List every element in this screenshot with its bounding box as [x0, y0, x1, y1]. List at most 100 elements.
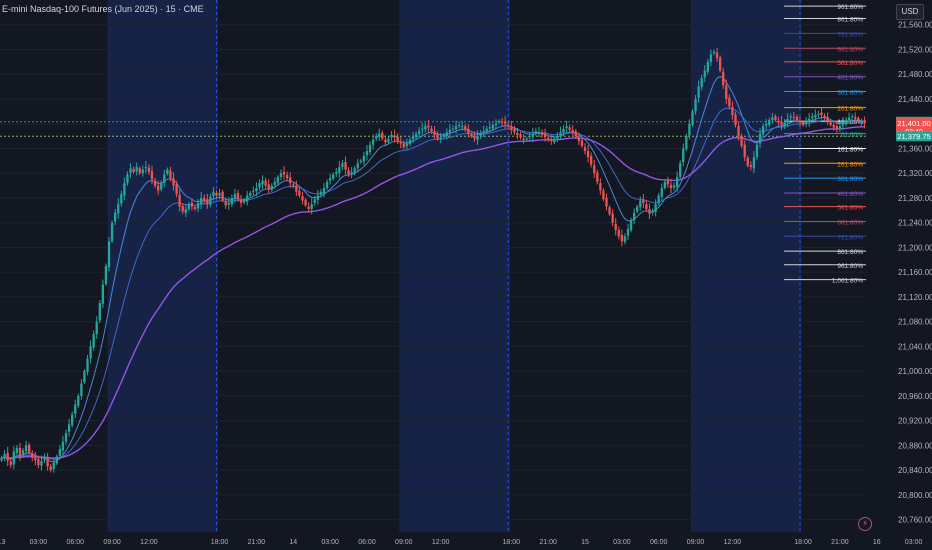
y-tick-label: 20,920.00	[898, 417, 932, 426]
candle-body	[359, 160, 363, 163]
candle-body	[34, 457, 37, 461]
x-tick-label: 12:00	[140, 539, 158, 546]
candle-body	[614, 223, 617, 231]
candle-body	[500, 121, 504, 123]
candle-body	[310, 204, 313, 210]
candle-body	[599, 183, 602, 191]
candle-body	[15, 447, 19, 453]
candle-body	[138, 168, 141, 174]
candle-body	[246, 195, 249, 202]
x-tick-label: 12:00	[432, 539, 450, 546]
candle-body	[663, 181, 667, 189]
candle-body	[61, 441, 65, 451]
candle-body	[199, 197, 203, 205]
candle-body	[774, 116, 777, 121]
fib-label: 61.80%	[841, 132, 863, 139]
candle-body	[328, 178, 332, 181]
candle-body	[632, 212, 636, 221]
candle-body	[264, 180, 267, 186]
candle-body	[83, 371, 86, 383]
candle-body	[516, 133, 519, 135]
candle-body	[141, 169, 144, 174]
candle-body	[679, 163, 682, 177]
candle-body	[267, 184, 270, 190]
candle-body	[832, 124, 835, 128]
candle-body	[89, 346, 92, 359]
candle-body	[611, 213, 614, 223]
candle-body	[488, 127, 491, 129]
candle-body	[0, 457, 3, 461]
candle-body	[685, 136, 688, 150]
candle-body	[375, 136, 378, 139]
candle-body	[230, 197, 234, 205]
candle-body	[768, 120, 771, 125]
candle-body	[688, 123, 691, 136]
candle-body	[629, 220, 633, 231]
y-tick-label: 20,800.00	[898, 491, 932, 500]
candle-body	[126, 174, 129, 184]
y-tick-label: 21,280.00	[898, 194, 932, 203]
candle-body	[562, 128, 565, 133]
candle-body	[399, 142, 402, 144]
candle-body	[347, 170, 350, 175]
candle-body	[531, 133, 534, 137]
candle-body	[761, 126, 765, 135]
candle-body	[18, 447, 22, 457]
candle-body	[479, 133, 482, 137]
candle-body	[559, 132, 562, 135]
candle-body	[427, 125, 430, 128]
candle-body	[224, 201, 227, 206]
candle-body	[350, 171, 353, 174]
candle-body	[166, 169, 169, 174]
fib-label: 661.80%	[837, 46, 863, 53]
candle-body	[203, 197, 206, 201]
candle-body	[593, 165, 596, 174]
fib-label: 861.80%	[837, 17, 863, 24]
candle-body	[335, 171, 338, 174]
candle-body	[626, 228, 630, 236]
candle-body	[365, 150, 369, 156]
candle-body	[540, 132, 544, 135]
candle-body	[675, 176, 679, 187]
candle-body	[40, 460, 43, 466]
candle-body	[393, 135, 396, 138]
candle-body	[338, 167, 341, 174]
candle-body	[123, 183, 126, 196]
candle-body	[451, 128, 455, 130]
x-tick-label: 18:00	[211, 539, 229, 546]
x-tick-label: 03:00	[321, 539, 339, 546]
x-tick-label: 21:00	[248, 539, 266, 546]
symbol-title[interactable]: E-mini Nasdaq-100 Futures (Jun 2025) · 1…	[2, 4, 204, 14]
candle-body	[823, 115, 826, 118]
candle-body	[470, 134, 473, 137]
candle-body	[64, 433, 68, 442]
candle-body	[814, 115, 817, 118]
candle-body	[700, 77, 703, 88]
fib-label: 961.80%	[837, 4, 863, 11]
candle-body	[755, 144, 759, 158]
candle-body	[497, 121, 501, 123]
candle-body	[221, 191, 224, 201]
candle-body	[390, 134, 393, 138]
lightning-icon[interactable]: ⚡	[858, 517, 872, 531]
candle-body	[175, 184, 178, 195]
candle-body	[270, 185, 273, 190]
candle-body	[553, 138, 556, 143]
candle-body	[424, 126, 427, 130]
currency-button[interactable]: USD	[896, 4, 924, 20]
fib-label: 761.80%	[837, 234, 863, 241]
candle-body	[21, 450, 25, 456]
session-band	[690, 0, 802, 532]
price-tag-label: 21,379.75	[897, 132, 930, 141]
candle-body	[384, 139, 387, 143]
candle-body	[408, 139, 412, 145]
candle-body	[740, 136, 743, 146]
candle-body	[233, 194, 237, 198]
candle-body	[476, 136, 479, 140]
candle-body	[783, 122, 786, 127]
candle-body	[304, 199, 307, 206]
candle-body	[396, 136, 399, 142]
y-tick-label: 20,840.00	[898, 466, 932, 475]
candle-body	[847, 117, 851, 121]
